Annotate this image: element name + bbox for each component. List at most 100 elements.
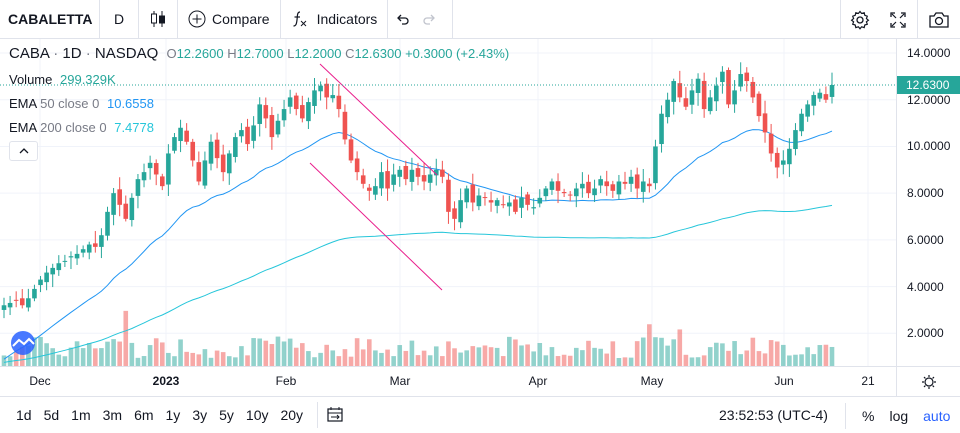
undo-icon [397, 14, 409, 25]
legend-collapse-button[interactable] [9, 141, 38, 161]
percent-scale-toggle[interactable]: % [862, 407, 875, 424]
candle-body [117, 189, 122, 205]
range-5d[interactable]: 5d [43, 407, 60, 423]
auto-scale-toggle[interactable]: auto [923, 407, 951, 424]
volume-bar [275, 336, 281, 366]
volume-bar [561, 354, 567, 366]
trendline-lower[interactable] [309, 162, 443, 291]
volume-bar [817, 345, 823, 366]
ema200-path [3, 204, 833, 363]
volume-bar [780, 344, 786, 366]
symbol-search[interactable]: CABALETTA [0, 0, 100, 39]
candle-body [604, 181, 610, 187]
redo-button[interactable] [416, 0, 444, 39]
trendline-drawings[interactable] [309, 63, 443, 291]
volume-bar [628, 357, 634, 366]
timezone-clock[interactable]: 23:52:53 (UTC-4) [719, 407, 828, 423]
interval-button[interactable]: D [100, 0, 138, 39]
fullscreen-button[interactable] [879, 0, 917, 39]
indicators-label: Indicators [316, 11, 378, 27]
date-range-button[interactable] [326, 406, 344, 424]
indicators-button[interactable]: Indicators [281, 0, 388, 39]
candle-body [281, 109, 287, 121]
volume-bar [513, 339, 518, 366]
volume-bar [336, 356, 342, 366]
candle-body [665, 99, 670, 118]
time-label: Jun [774, 374, 794, 388]
bottom-divider [317, 402, 319, 428]
candle-body [732, 90, 737, 105]
volume-bar [19, 347, 25, 366]
volume-bar [251, 338, 256, 366]
undo-button[interactable] [388, 0, 416, 39]
candle-body [409, 169, 415, 182]
legend-ticker: CABA [9, 45, 50, 62]
volume-bar [738, 354, 743, 366]
close-key: C [345, 46, 355, 61]
tradingview-logo-icon[interactable] [7, 331, 39, 355]
open-key: O [166, 46, 177, 61]
candle-body [111, 193, 116, 215]
symbol-legend[interactable]: CABA · 1D · NASDAQ O12.2600 H12.7000 L12… [9, 45, 509, 62]
candle-body [768, 133, 774, 154]
price-axis[interactable]: 14.0000 12.0000 10.0000 8.0000 6.0000 4.0000 2… [896, 39, 960, 366]
candle-body [80, 249, 86, 253]
volume-bar [793, 354, 798, 366]
volume-bar [488, 347, 494, 366]
chart-style-button[interactable] [139, 0, 177, 39]
settings-button[interactable] [841, 0, 879, 39]
candle-body [141, 172, 147, 181]
volume-bar [62, 356, 68, 366]
log-scale-toggle[interactable]: log [889, 407, 909, 424]
volume-bar [701, 355, 707, 366]
time-label: 2023 [152, 374, 180, 388]
candle-body [458, 200, 463, 223]
volume-bar [573, 347, 579, 366]
volume-bar [494, 347, 500, 366]
candle-body [799, 113, 804, 132]
ema50-legend[interactable]: EMA 50 close 0 10.6558 [9, 96, 154, 111]
ema200-legend[interactable]: EMA 200 close 0 7.4778 [9, 120, 154, 135]
candle-body [275, 120, 281, 135]
calendar-range-icon [327, 407, 343, 422]
range-3m[interactable]: 3m [102, 407, 123, 423]
range-3y[interactable]: 3y [192, 407, 208, 423]
axis-settings-button[interactable] [896, 367, 960, 396]
interval-label: D [113, 11, 125, 27]
candle-body [494, 200, 500, 206]
trendline-upper[interactable] [319, 63, 438, 176]
candle-body [269, 115, 275, 138]
range-5y[interactable]: 5y [219, 407, 234, 423]
time-label: Mar [389, 374, 411, 388]
price-chart-pane[interactable] [0, 39, 896, 366]
candle-body [105, 211, 110, 236]
time-axis[interactable]: Dec 2023 Feb Mar Apr May Jun 21 [0, 366, 960, 396]
candles-icon [151, 11, 165, 27]
volume-bar [13, 351, 19, 366]
compare-button[interactable]: Compare [178, 0, 280, 39]
snapshot-button[interactable] [918, 0, 960, 39]
candle-body [519, 197, 524, 208]
volume-legend[interactable]: Volume 299.329K [9, 72, 116, 87]
volume-bar [263, 340, 269, 366]
range-6m[interactable]: 6m [134, 407, 154, 423]
range-1d[interactable]: 1d [16, 407, 32, 423]
compare-label: Compare [212, 11, 270, 27]
high-key: H [227, 46, 237, 61]
range-10y[interactable]: 10y [245, 407, 269, 423]
candle-body [159, 176, 165, 187]
toolbar-right-group [840, 0, 960, 39]
volume-bar [166, 352, 171, 366]
chevron-up-icon [19, 148, 28, 154]
bottom-toolbar: 1d 5d 1m 3m 6m 1y 3y 5y 10y 20y 23:52:53… [0, 396, 960, 433]
range-1y[interactable]: 1y [165, 407, 181, 423]
volume-bar [26, 345, 31, 366]
range-1m[interactable]: 1m [71, 407, 91, 423]
range-20y[interactable]: 20y [280, 407, 304, 423]
candle-body [226, 153, 232, 174]
volume-bar [567, 355, 573, 366]
candle-body [178, 127, 183, 142]
volume-bar [312, 357, 317, 366]
candle-body [647, 183, 652, 187]
candle-body [38, 279, 43, 286]
